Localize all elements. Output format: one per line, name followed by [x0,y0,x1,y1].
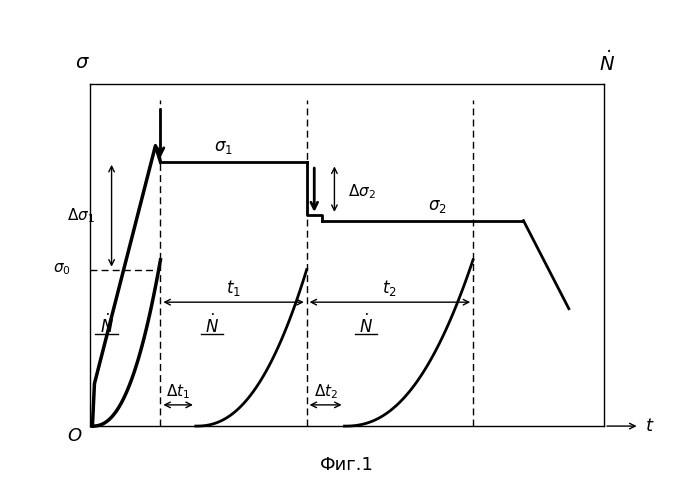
Text: $\sigma_2$: $\sigma_2$ [429,197,447,215]
Text: $\dot{N}$: $\dot{N}$ [359,314,373,336]
Text: $t_2$: $t_2$ [382,278,398,297]
Text: Фиг.1: Фиг.1 [320,456,374,474]
Text: $\Delta\sigma_1$: $\Delta\sigma_1$ [68,206,95,225]
Text: $O$: $O$ [67,427,83,445]
Text: $\Delta t_1$: $\Delta t_1$ [166,382,190,400]
Text: $\sigma_1$: $\sigma_1$ [214,138,233,156]
Text: $\sigma$: $\sigma$ [75,53,90,72]
Text: $\dot{N}$: $\dot{N}$ [599,50,615,75]
Text: $\Delta\sigma_2$: $\Delta\sigma_2$ [348,182,376,201]
Text: $\Delta t_2$: $\Delta t_2$ [313,382,338,400]
Text: $\sigma_0$: $\sigma_0$ [53,262,71,278]
Text: $\dot{N}$: $\dot{N}$ [99,314,114,336]
Text: $t$: $t$ [645,417,655,435]
Text: $\dot{N}$: $\dot{N}$ [205,314,219,336]
Text: $t_1$: $t_1$ [226,278,241,297]
